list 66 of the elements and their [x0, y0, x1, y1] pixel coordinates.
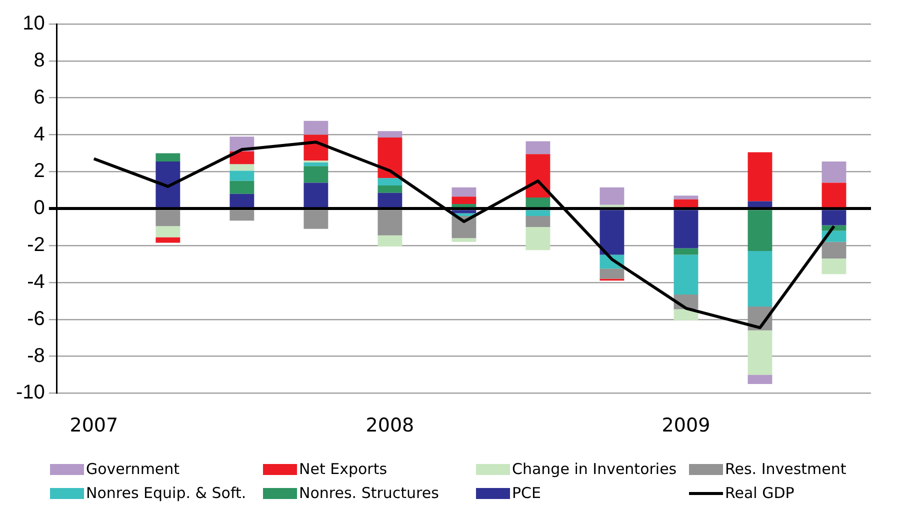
bar [674, 199, 698, 208]
bar [526, 141, 550, 154]
y-tick-label: 6 [34, 86, 45, 108]
y-tick-label: 10 [22, 12, 45, 35]
bar [748, 330, 772, 375]
bar [230, 151, 254, 164]
y-tick-label: 0 [34, 197, 45, 220]
y-tick-label: -4 [27, 270, 45, 293]
bar [674, 248, 698, 255]
y-tick-label: 8 [34, 49, 45, 72]
bar [748, 201, 772, 208]
bar [156, 237, 180, 243]
bar [526, 154, 550, 198]
x-tick-label: 2008 [366, 414, 414, 437]
bar [748, 152, 772, 202]
y-tick-label: 2 [34, 160, 45, 182]
legend-label: PCE [512, 484, 541, 502]
bar [600, 268, 624, 279]
bar [304, 182, 328, 208]
legend-label: Government [86, 460, 180, 478]
bar [304, 162, 328, 166]
bar [526, 216, 550, 228]
bar [600, 204, 624, 208]
legend-label: Net Exports [299, 460, 388, 478]
bar [600, 187, 624, 205]
bar [304, 166, 328, 183]
y-tick-label: 4 [34, 123, 45, 146]
bar [452, 238, 476, 242]
bar [378, 138, 402, 178]
bar [156, 162, 180, 208]
bar [822, 182, 846, 208]
bar [378, 192, 402, 208]
bar [526, 227, 550, 250]
bar [378, 235, 402, 246]
bar [156, 153, 180, 162]
bar [230, 164, 254, 171]
legend-label: Nonres Equip. & Soft. [86, 484, 246, 502]
bar [674, 254, 698, 294]
bar [230, 180, 254, 194]
y-tick-label: -2 [27, 234, 45, 256]
bar [452, 187, 476, 197]
bar [230, 194, 254, 208]
bar [452, 204, 476, 208]
bar [822, 242, 846, 258]
bar [378, 131, 402, 138]
legend-label: Change in Inventories [512, 460, 677, 478]
bar [230, 170, 254, 181]
bar [822, 258, 846, 274]
legend-label: Res. Investment [725, 460, 846, 478]
x-tick-label: 2009 [662, 414, 710, 437]
bar [452, 196, 476, 204]
bar [674, 196, 698, 200]
y-tick-label: -10 [16, 382, 45, 404]
bar [304, 120, 328, 135]
y-tick-label: -6 [27, 308, 45, 330]
bar [378, 186, 402, 193]
legend-label: Real GDP [725, 484, 794, 502]
bar [748, 374, 772, 384]
bar [526, 198, 550, 208]
bar [822, 162, 846, 183]
bar [378, 178, 402, 186]
y-tick-label: -8 [27, 344, 45, 367]
legend-label: Nonres. Structures [299, 484, 439, 502]
bar [156, 226, 180, 238]
x-tick-label: 2007 [70, 414, 118, 437]
bar [748, 251, 772, 306]
